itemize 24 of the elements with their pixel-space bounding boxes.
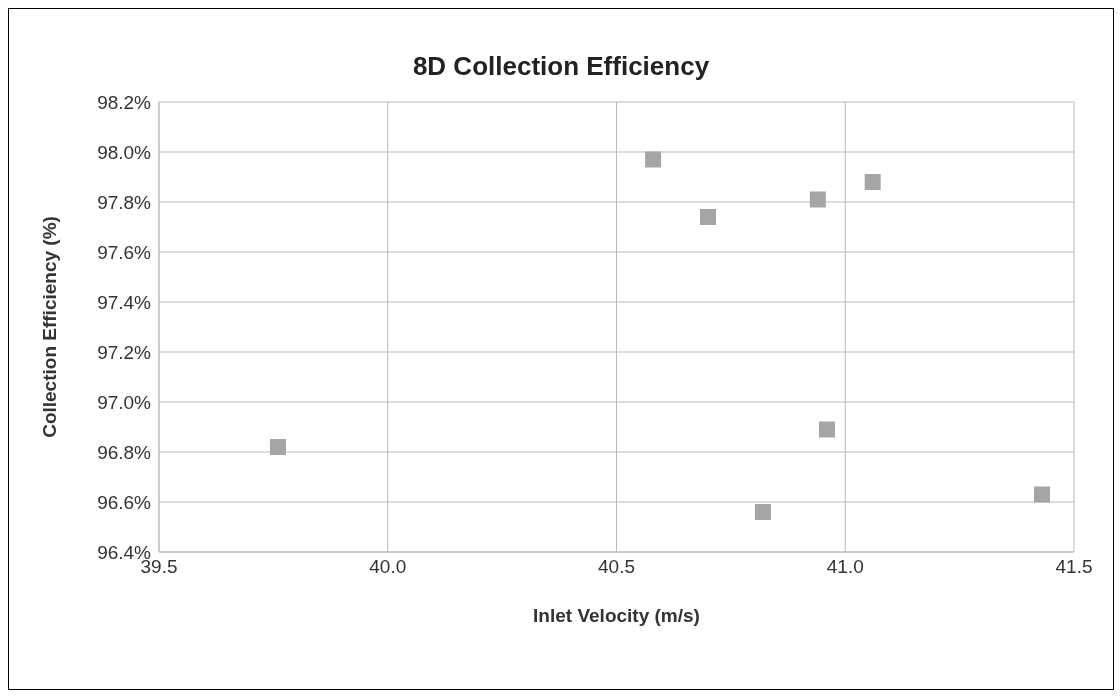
y-tick-label: 97.2% [97,341,152,363]
x-axis-title: Inlet Velocity (m/s) [533,605,700,626]
y-tick-label: 96.8% [97,441,152,463]
y-tick-label: 98.2% [97,91,152,113]
x-tick-label: 40.5 [598,556,635,578]
x-tick-label: 41.0 [826,556,864,578]
y-tick-label: 97.0% [97,391,152,413]
point [1033,486,1050,503]
point [754,504,771,520]
x-tick-label: 41.5 [1055,556,1093,578]
point [269,439,286,455]
chart-title: 8D Collection Efficiency [411,51,711,82]
point [864,174,881,190]
point [809,191,826,208]
y-axis-title: Collection Efficiency (%) [38,216,60,438]
y-tick-label: 97.6% [97,241,152,263]
y-tick-label: 98.0% [97,141,152,163]
y-tick-label: 97.4% [97,291,152,313]
x-tick-label: 40.0 [369,556,407,578]
point [645,151,662,168]
point [818,421,835,438]
point [700,209,716,225]
y-tick-label: 97.8% [97,191,152,213]
y-tick-label: 96.6% [97,491,152,513]
